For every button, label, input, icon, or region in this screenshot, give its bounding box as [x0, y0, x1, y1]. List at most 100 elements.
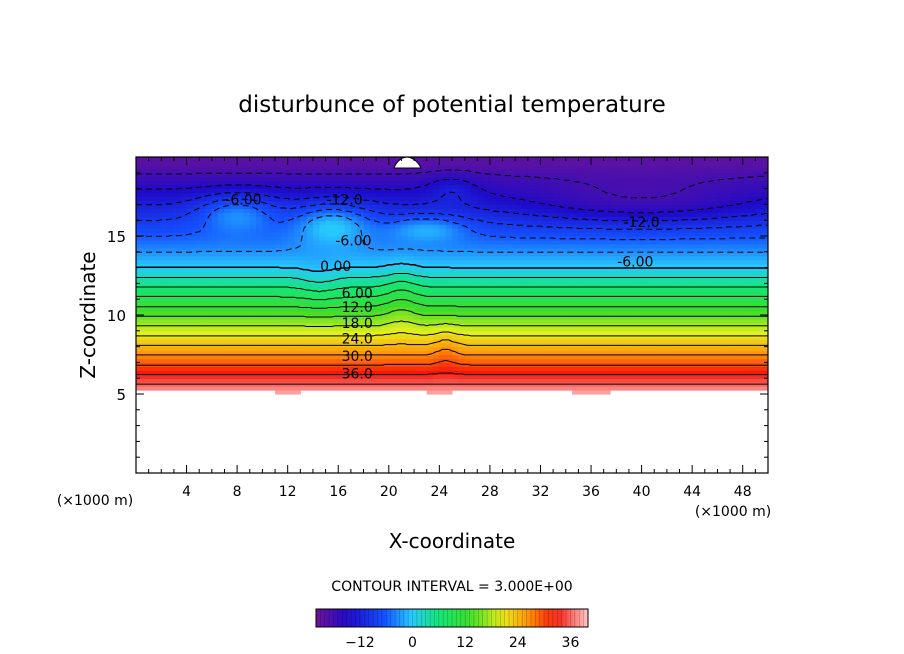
field-cell [294, 239, 301, 245]
field-cell [407, 291, 415, 296]
field-cell [275, 188, 282, 194]
field-cell [458, 279, 466, 284]
field-cell [414, 315, 421, 320]
field-cell [142, 370, 150, 375]
field-cell [527, 299, 535, 304]
field-cell [641, 255, 649, 261]
field-cell [508, 255, 516, 261]
field-cell [616, 315, 624, 320]
field-cell [647, 307, 655, 312]
field-cell [363, 157, 371, 162]
field-cell [470, 160, 478, 166]
field-cell [142, 192, 150, 198]
field-cell [660, 184, 668, 190]
field-cell [262, 299, 270, 304]
field-cell [249, 255, 257, 261]
field-cell [237, 311, 245, 316]
field-cell [654, 279, 662, 284]
field-cell [281, 350, 289, 356]
field-cell [559, 196, 567, 202]
field-cell [610, 184, 617, 190]
field-cell [319, 212, 327, 217]
field-cell [173, 267, 181, 273]
field-cell [622, 247, 630, 253]
field-cell [218, 216, 226, 221]
field-cell [180, 232, 188, 237]
field-cell [452, 212, 459, 217]
field-cell [357, 204, 365, 209]
field-cell [154, 200, 162, 205]
field-cell [148, 192, 156, 198]
field-cell [647, 176, 655, 182]
field-cell [256, 346, 263, 352]
field-cell [167, 370, 175, 375]
field-cell [553, 216, 561, 221]
field-cell [224, 311, 232, 316]
field-cell [628, 362, 636, 367]
field-cell [154, 236, 162, 241]
field-cell [319, 239, 327, 245]
field-cell [287, 287, 295, 292]
field-cell [312, 259, 320, 265]
field-cell [666, 378, 674, 383]
field-cell [647, 224, 655, 229]
field-cell [376, 299, 384, 304]
field-cell [553, 212, 561, 217]
field-cell [268, 271, 276, 277]
field-cell [243, 236, 251, 241]
field-cell [161, 370, 169, 375]
field-cell [559, 271, 567, 277]
field-cell [205, 322, 213, 328]
field-cell [603, 267, 611, 273]
field-cell [199, 172, 207, 178]
field-cell [294, 386, 301, 391]
field-cell [186, 295, 194, 300]
field-cell [527, 362, 535, 367]
field-cell [363, 311, 371, 316]
field-cell [363, 236, 371, 241]
field-cell [433, 160, 440, 166]
field-cell [224, 196, 232, 202]
field-cell [559, 208, 567, 213]
field-cell [161, 224, 169, 229]
field-cell [237, 216, 245, 221]
field-cell [483, 172, 491, 178]
field-cell [262, 247, 270, 253]
field-cell [502, 287, 510, 292]
field-cell [546, 176, 554, 182]
field-cell [572, 370, 579, 375]
field-cell [426, 354, 434, 360]
field-cell [142, 358, 150, 363]
field-cell [502, 378, 510, 383]
field-cell [515, 239, 523, 245]
field-cell [294, 378, 301, 383]
field-cell [420, 318, 428, 324]
field-cell [641, 236, 649, 241]
field-cell [401, 326, 409, 332]
field-cell [275, 354, 282, 360]
field-cell [205, 232, 213, 237]
field-cell [458, 334, 466, 340]
field-cell [136, 164, 143, 170]
field-cell [572, 192, 579, 198]
field-cell [230, 370, 238, 375]
field-cell [426, 157, 434, 162]
field-cell [553, 184, 561, 190]
field-cell [546, 330, 554, 336]
field-cell [357, 220, 365, 225]
field-cell [578, 184, 586, 190]
field-cell [376, 354, 384, 360]
field-cell [344, 279, 352, 284]
field-cell [445, 283, 453, 288]
field-cell [199, 157, 207, 162]
field-cell [294, 220, 301, 225]
field-cell [641, 263, 649, 269]
field-cell [211, 326, 219, 332]
field-cell [312, 271, 320, 277]
field-cell [136, 350, 143, 356]
field-cell [224, 338, 232, 344]
field-cell [211, 168, 219, 174]
field-cell [483, 386, 491, 391]
field-cell [489, 255, 497, 261]
field-cell [186, 326, 194, 332]
